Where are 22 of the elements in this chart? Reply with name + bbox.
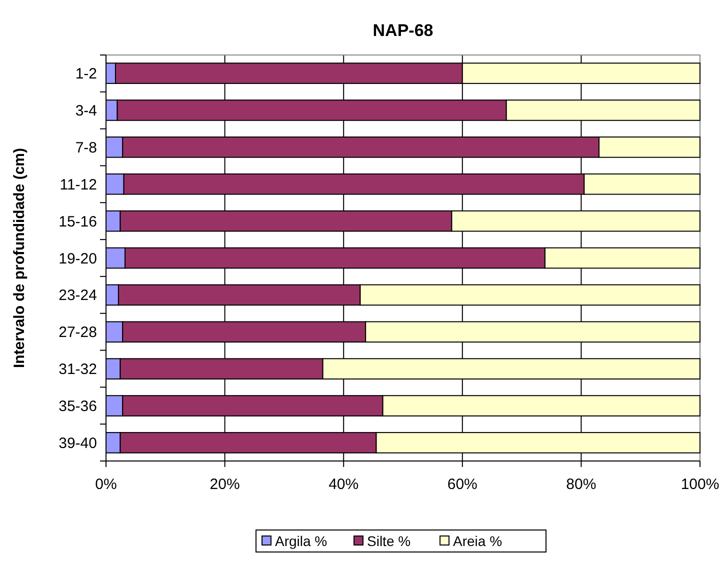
y-tick-label: 31-32 — [58, 361, 97, 378]
y-tick-label: 1-2 — [75, 66, 97, 83]
x-tick-label: 0% — [95, 476, 117, 493]
x-tick-label: 80% — [566, 476, 596, 493]
y-tick-label: 3-4 — [75, 102, 97, 120]
x-tick-label: 20% — [210, 476, 240, 493]
y-tick-label: 11-12 — [60, 176, 97, 194]
y-tick-label: 7-8 — [75, 139, 97, 156]
legend-label: Areia % — [453, 533, 502, 549]
legend-label: Silte % — [367, 533, 411, 549]
y-tick-label: 35-36 — [58, 398, 97, 416]
y-tick-label: 15-16 — [58, 213, 97, 230]
x-tick-label: 100% — [680, 476, 720, 493]
y-tick-label: 19-20 — [58, 250, 97, 268]
y-axis-title: Intervalo de profundidade (cm) — [11, 148, 28, 368]
y-tick-label: 27-28 — [58, 324, 97, 342]
y-tick-label: 39-40 — [58, 434, 97, 452]
x-tick-label: 60% — [447, 476, 478, 493]
y-tick-label: 23-24 — [58, 287, 97, 304]
chart-title: NAP-68 — [372, 21, 434, 40]
legend-label: Argila % — [275, 533, 328, 549]
x-tick-label: 40% — [328, 476, 359, 493]
